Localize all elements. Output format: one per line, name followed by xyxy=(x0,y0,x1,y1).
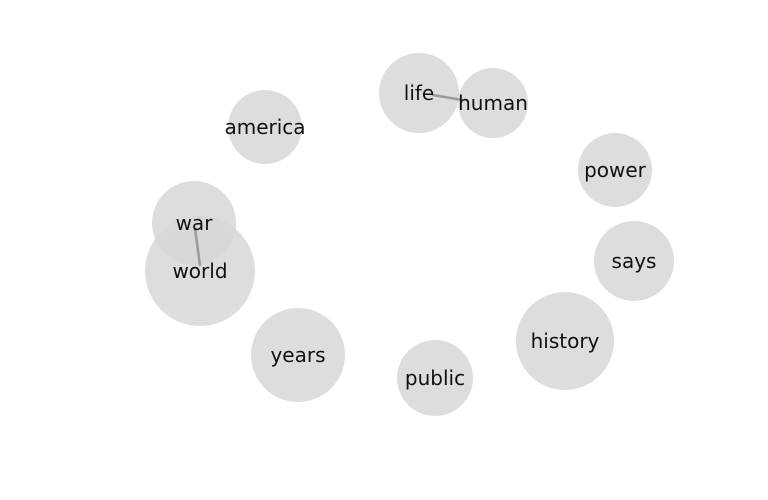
node-label-years: years xyxy=(270,343,325,367)
node-label-power: power xyxy=(584,158,647,182)
edge-life-human xyxy=(431,93,464,102)
node-label-public: public xyxy=(405,366,465,390)
node-label-says: says xyxy=(612,249,657,273)
node-circle-life xyxy=(379,53,459,133)
node-label-america: america xyxy=(224,115,305,139)
node-circle-world xyxy=(145,216,255,326)
edges-layer xyxy=(193,93,464,267)
node-circle-human xyxy=(458,68,528,138)
labels-layer: life human america power war world says history… xyxy=(172,81,656,390)
node-circle-years xyxy=(251,308,345,402)
nodes-layer xyxy=(145,53,674,416)
node-label-life: life xyxy=(404,81,434,105)
node-circle-public xyxy=(397,340,473,416)
node-circle-says xyxy=(594,221,674,301)
node-circle-history xyxy=(516,292,614,390)
edge-war-world xyxy=(193,227,202,267)
node-label-history: history xyxy=(531,329,600,353)
node-label-human: human xyxy=(458,91,528,115)
node-label-war: war xyxy=(176,211,214,235)
node-circle-america xyxy=(228,90,302,164)
node-label-world: world xyxy=(172,259,227,283)
node-circle-power xyxy=(578,133,652,207)
